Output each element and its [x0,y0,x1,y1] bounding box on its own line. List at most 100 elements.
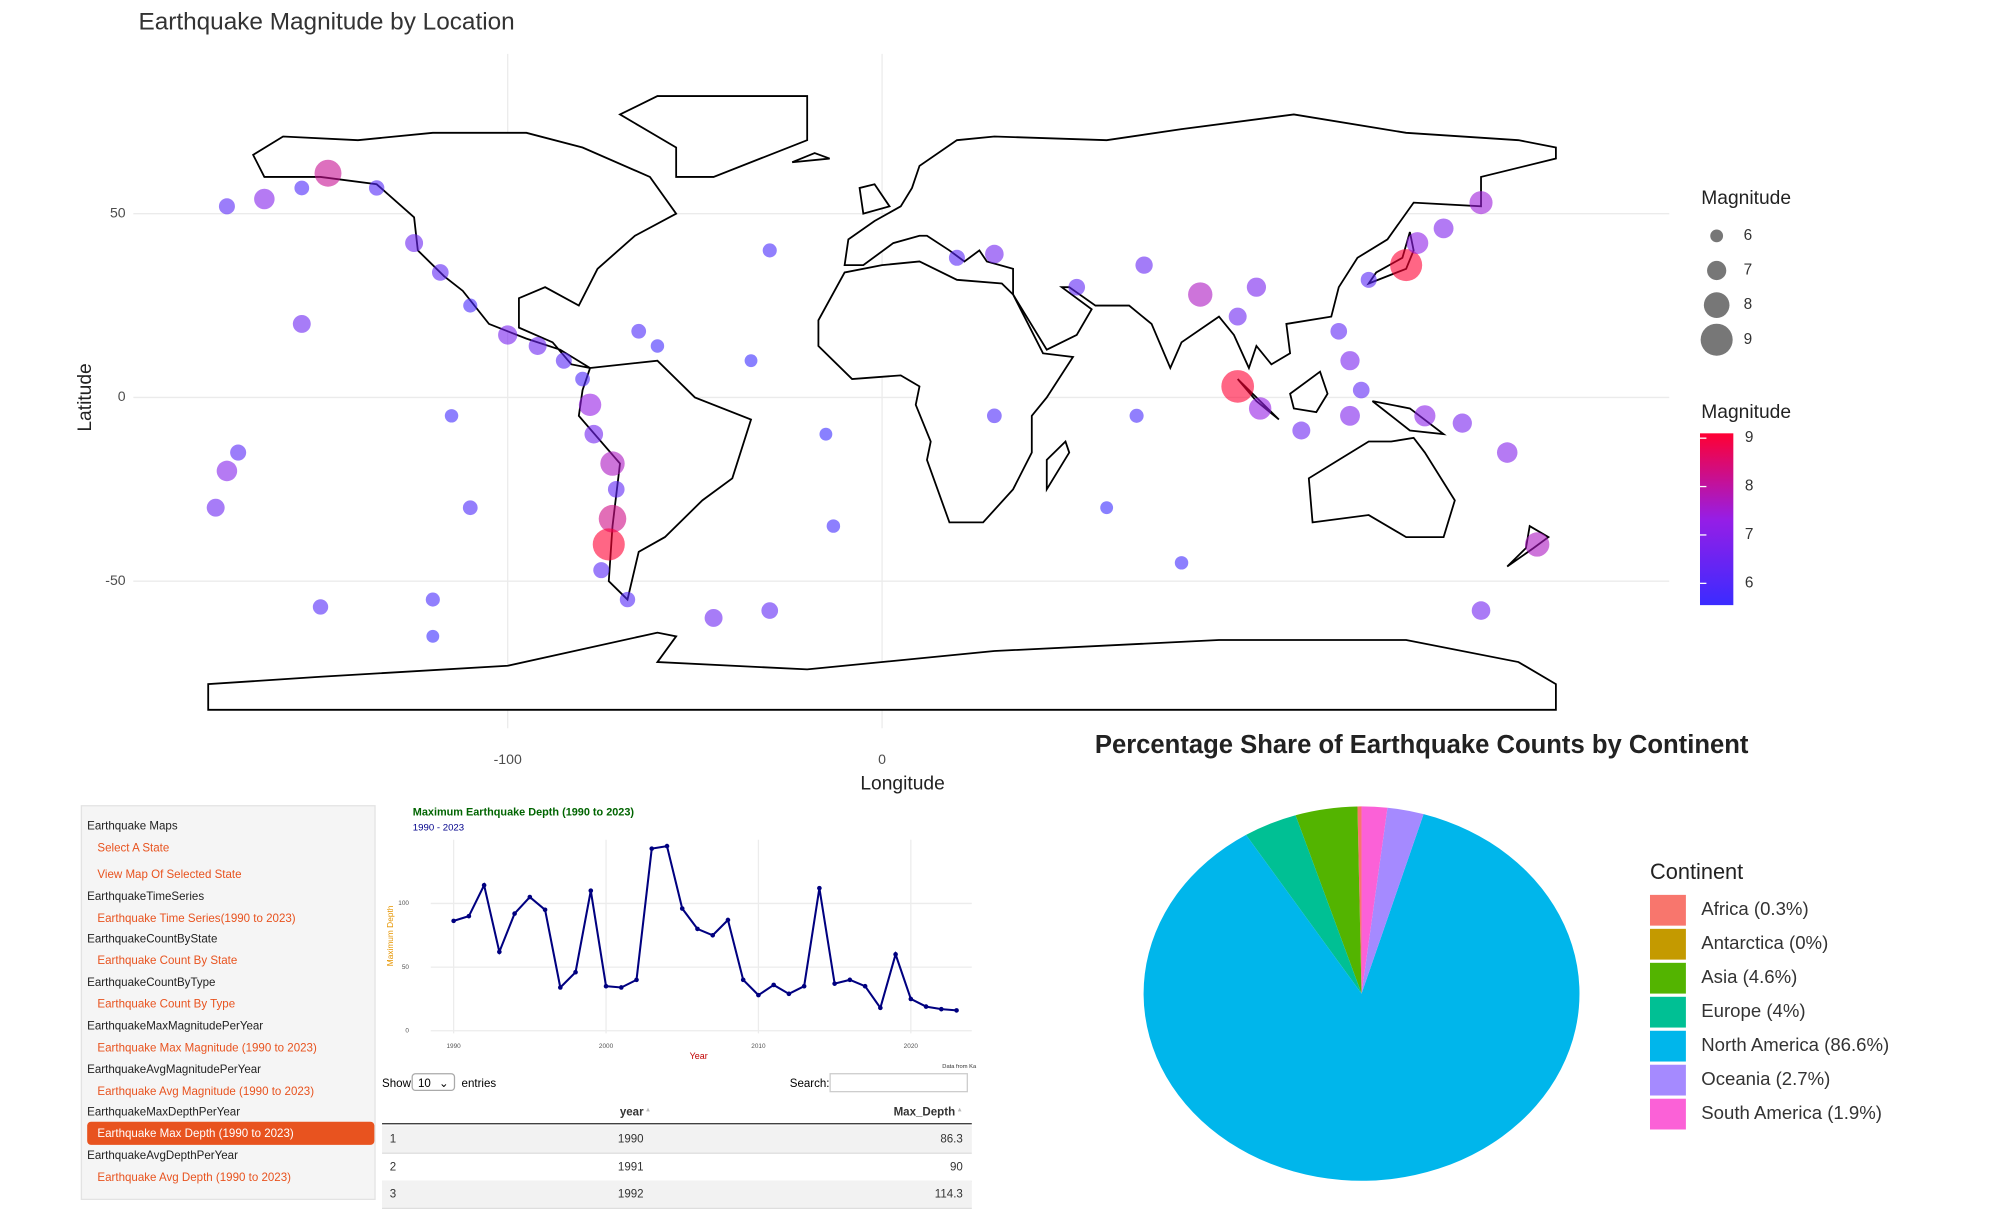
legend-label: Antarctica (0%) [1701,932,1828,953]
sidebar-link[interactable]: Earthquake Time Series(1990 to 2023) [97,911,296,924]
sidebar-link[interactable]: Earthquake Count By State [97,954,238,968]
sidebar-section: EarthquakeMaxDepthPerYear [87,1105,241,1119]
sort-icon[interactable]: ▴ [957,1106,962,1115]
quake-point [1496,442,1518,463]
quake-point [431,264,449,281]
quake-point [216,460,238,482]
depth-point [893,952,898,957]
quake-point [1433,218,1454,239]
y-tick-label: 0 [405,1027,409,1034]
depth-point [832,981,837,986]
quake-point [1188,282,1213,307]
sidebar-link[interactable]: Earthquake Avg Magnitude (1990 to 2023) [97,1083,315,1097]
y-tick-label: 50 [402,964,410,971]
quake-point [1248,397,1272,420]
quake-point [607,480,625,498]
size-legend-key [1700,323,1733,356]
quake-point [600,451,625,476]
caption: Data from Ka [942,1064,977,1070]
search-input[interactable] [829,1073,968,1093]
colorbar [1699,433,1734,606]
sidebar-link[interactable]: Earthquake Count By Type [97,997,236,1011]
depth-point [588,888,594,893]
quake-point [426,629,440,643]
header-rule [382,1123,972,1125]
quake-point [230,444,247,461]
sidebar-link[interactable]: Select A State [97,841,170,854]
legend-swatch [1649,962,1686,994]
quake-point [1330,322,1348,340]
quake-point [314,159,342,187]
legend-swatch [1649,1098,1686,1130]
sidebar-section: EarthquakeTimeSeries [87,889,205,903]
depth-point [710,932,716,938]
entries-label: entries [461,1076,497,1090]
pie-slice [1246,815,1362,994]
land-outline [858,183,891,215]
show-label: Show [382,1076,411,1090]
quake-point [1292,421,1311,440]
x-tick-label: 2000 [599,1043,614,1050]
y-axis-label: Latitude [75,363,96,431]
depth-point [786,991,792,997]
size-legend-title: Magnitude [1701,188,1791,209]
depth-point [817,885,822,891]
table-cell: 3 [389,1187,397,1200]
quake-point [819,427,833,441]
size-legend-key [1707,260,1727,281]
quake-point [985,244,1004,264]
depth-point [573,969,578,975]
quake-point [368,180,385,196]
depth-point [527,894,533,900]
sidebar-section: EarthquakeCountByState [87,932,218,946]
depth-point [618,985,624,990]
y-tick-label: -50 [105,572,126,588]
y-tick-label: 100 [398,900,409,907]
colorbar-label: 7 [1745,526,1754,543]
x-tick-label: 0 [878,751,886,767]
quake-point [631,323,647,339]
legend-swatch [1649,1030,1686,1062]
legend-label: Africa (0.3%) [1701,898,1808,919]
quake-point [1100,501,1114,515]
quake-point [1390,249,1423,282]
sidebar-link[interactable]: Earthquake Max Magnitude (1990 to 2023) [97,1040,317,1054]
pie-slice [1361,806,1388,994]
row-stripe [382,1180,972,1208]
depth-point [558,985,563,990]
depth-point [542,907,548,913]
x-axis-label: Longitude [860,774,944,795]
y-axis-label: Maximum Depth [385,905,395,966]
land-outline [251,131,678,369]
row-stripe [382,1125,972,1153]
depth-point [649,846,655,851]
sidebar-link[interactable]: View Map Of Selected State [97,867,242,881]
page-size-select[interactable]: 10 ⌄ [411,1073,456,1092]
quake-point [598,504,627,533]
depth-point [862,983,868,989]
column-header[interactable]: Max_Depth [893,1105,956,1118]
size-legend-key [1710,229,1724,243]
quake-point [218,198,235,215]
chart-subtitle: 1990 - 2023 [413,823,464,834]
pie-slice [1361,807,1424,994]
quake-point [986,408,1002,424]
quake-point [1471,601,1491,620]
land-outline [1289,370,1329,414]
quake-point [744,354,758,368]
depth-point [725,917,731,923]
size-legend-label: 6 [1744,227,1753,244]
column-header[interactable]: year [619,1105,644,1118]
chart-title: Percentage Share of Earthquake Counts by… [1095,731,1749,759]
sidebar-link[interactable]: Earthquake Avg Depth (1990 to 2023) [97,1170,291,1184]
quake-point [425,592,440,607]
quake-point [463,298,478,313]
land-outline [817,260,1075,524]
quake-point [1352,381,1370,399]
sidebar-link[interactable]: Earthquake Max Depth (1990 to 2023) [87,1122,375,1146]
depth-point [497,949,502,955]
quake-point [578,393,602,417]
sort-icon[interactable]: ▴ [646,1106,651,1115]
row-rule [382,1152,972,1154]
